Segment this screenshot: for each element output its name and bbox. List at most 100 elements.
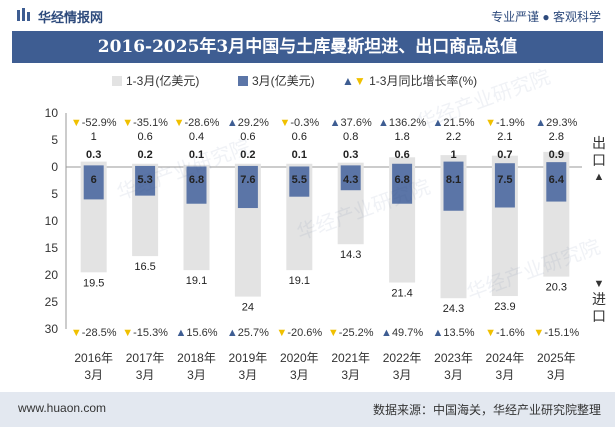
triangle-up-icon: ▲ <box>593 171 605 183</box>
label-export-ytd: 0.6 <box>137 131 152 143</box>
x-tick-label-month: 3月 <box>547 368 566 382</box>
label-export-march: 0.3 <box>86 149 101 161</box>
label-import-growth: ▲49.7% <box>381 327 423 339</box>
x-tick-label-year: 2025年 <box>537 351 576 365</box>
y-tick-label: 5 <box>51 133 58 147</box>
label-export-growth: ▲29.2% <box>227 117 269 129</box>
y-tick-label: 30 <box>45 322 59 336</box>
footer: www.huaon.com 数据来源：中国海关，华经产业研究院整理 <box>0 392 615 427</box>
label-export-march: 0.2 <box>137 149 152 161</box>
x-tick-label-year: 2017年 <box>126 351 165 365</box>
label-import-growth: ▲15.6% <box>175 327 217 339</box>
bar-export-ytd <box>337 162 364 167</box>
label-import-march: 5.5 <box>292 174 307 186</box>
y-tick-label: 0 <box>51 160 58 174</box>
legend-swatch-march <box>238 76 248 86</box>
chart-title: 2016-2025年3月中国与土库曼斯坦进、出口商品总值 <box>97 37 518 57</box>
y-tick-label: 5 <box>51 187 58 201</box>
legend-item-march: 3月(亿美元) <box>238 72 315 89</box>
label-import-march: 4.3 <box>343 174 358 186</box>
x-tick-label-year: 2018年 <box>177 351 216 365</box>
label-import-growth: ▼-15.1% <box>533 327 579 339</box>
bar-import-march <box>237 167 258 209</box>
label-import-march: 5.3 <box>137 174 152 186</box>
label-export-growth: ▼-52.9% <box>71 117 117 129</box>
y-tick-label: 20 <box>45 268 59 282</box>
label-export-growth: ▲29.3% <box>535 117 577 129</box>
x-tick-label-month: 3月 <box>444 368 463 382</box>
bar-export-ytd <box>234 163 261 167</box>
label-import-growth: ▼-15.3% <box>122 327 168 339</box>
export-side-label: 出口 <box>592 135 606 168</box>
watermark-text: 华经产业研究院 <box>464 235 603 304</box>
bar-export-ytd <box>286 163 313 167</box>
y-tick-label: 25 <box>45 295 59 309</box>
label-import-growth: ▼-1.6% <box>485 327 525 339</box>
y-tick-label: 10 <box>45 106 59 120</box>
label-export-ytd: 2.1 <box>497 131 512 143</box>
label-import-growth: ▼-25.2% <box>328 327 374 339</box>
slogan: 专业严谨 ● 客观科学 <box>491 10 601 24</box>
bar-import-march <box>135 167 156 196</box>
x-tick-label-month: 3月 <box>136 368 155 382</box>
label-export-ytd: 0.8 <box>343 131 358 143</box>
bar-import-march <box>494 167 515 208</box>
triangle-up-icon: ▲ <box>342 74 354 88</box>
bar-export-march <box>494 163 515 167</box>
bar-export-march <box>186 166 207 167</box>
x-tick-label-year: 2016年 <box>74 351 113 365</box>
label-import-march: 6.8 <box>189 174 204 186</box>
x-tick-label-year: 2021年 <box>331 351 370 365</box>
bar-export-march <box>135 165 156 167</box>
x-tick-label-month: 3月 <box>290 368 309 382</box>
legend-label-ytd: 1-3月(亿美元) <box>126 74 200 88</box>
x-tick-label-year: 2024年 <box>486 351 525 365</box>
label-import-ytd: 23.9 <box>494 301 515 313</box>
x-tick-label-month: 3月 <box>187 368 206 382</box>
label-import-ytd: 24 <box>242 302 254 314</box>
x-tick-label-month: 3月 <box>239 368 258 382</box>
bar-export-ytd <box>183 164 210 167</box>
label-export-march: 0.9 <box>549 149 564 161</box>
bar-import-march <box>392 167 413 204</box>
bar-import-march <box>83 167 104 200</box>
label-export-growth: ▼-35.1% <box>122 117 168 129</box>
label-export-growth: ▲37.6% <box>330 117 372 129</box>
bar-export-march <box>83 165 104 167</box>
top-bar: 华经情报网 专业严谨 ● 客观科学 <box>0 0 615 30</box>
legend-item-growth: ▲▼ 1-3月同比增长率(%) <box>342 72 477 89</box>
x-tick-label-year: 2020年 <box>280 351 319 365</box>
chart-plot: 10 5 0 5 10 15 20 25 30 1 0.3 6 19.5 ▼-52.9% ▼-28.5% 20… <box>45 65 604 382</box>
label-export-ytd: 0.4 <box>189 131 204 143</box>
bar-import-march <box>546 167 567 202</box>
label-export-growth: ▲21.5% <box>432 117 474 129</box>
legend-item-ytd: 1-3月(亿美元) <box>112 72 199 89</box>
bar-export-march <box>392 163 413 167</box>
x-tick-label-month: 3月 <box>496 368 515 382</box>
bar-export-ytd <box>491 155 518 167</box>
label-import-ytd: 21.4 <box>391 288 412 300</box>
label-import-march: 7.5 <box>497 174 512 186</box>
bar-import-march <box>443 167 464 211</box>
label-import-ytd: 19.1 <box>186 275 207 287</box>
label-export-march: 0.7 <box>497 149 512 161</box>
label-export-growth: ▼-1.9% <box>485 117 525 129</box>
legend-swatch-ytd <box>112 76 122 86</box>
label-export-march: 0.1 <box>292 149 307 161</box>
x-tick-label-month: 3月 <box>393 368 412 382</box>
label-import-ytd: 14.3 <box>340 249 361 261</box>
y-tick-label: 10 <box>45 214 59 228</box>
label-export-march: 0.2 <box>240 149 255 161</box>
brand-logo-icon <box>17 8 30 21</box>
label-import-ytd: 16.5 <box>134 261 155 273</box>
triangle-down-icon: ▼ <box>353 74 366 88</box>
legend-label-march: 3月(亿美元) <box>252 74 315 88</box>
label-export-ytd: 1 <box>91 131 97 143</box>
label-export-ytd: 2.2 <box>446 131 461 143</box>
label-import-growth: ▼-20.6% <box>276 327 322 339</box>
title-bar: 2016-2025年3月中国与土库曼斯坦进、出口商品总值 <box>12 31 603 63</box>
bar-export-ytd <box>80 161 107 167</box>
label-import-march: 6.4 <box>549 174 565 186</box>
label-import-ytd: 20.3 <box>546 282 567 294</box>
x-tick-label-month: 3月 <box>84 368 103 382</box>
